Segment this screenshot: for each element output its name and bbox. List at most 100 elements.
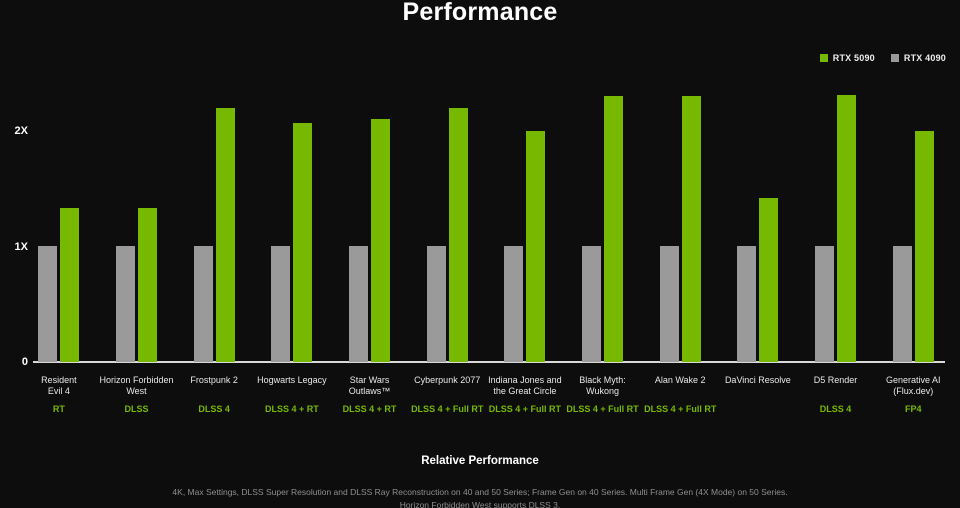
bar-groups: Resident Evil 4 RT Horizon Forbidden West DLS… bbox=[20, 0, 952, 414]
category-label-line: Hogwarts Legacy bbox=[257, 375, 327, 385]
category-label-line: Frostpunk 2 bbox=[190, 375, 238, 385]
bar-rtx-4090 bbox=[349, 246, 369, 362]
bar-pair bbox=[892, 0, 934, 362]
tech-label: DLSS 4 bbox=[198, 404, 230, 414]
bar-rtx-4090 bbox=[504, 246, 524, 362]
legend-label: RTX 5090 bbox=[832, 53, 875, 63]
bar-rtx-5090 bbox=[604, 96, 624, 362]
category-group: Alan Wake 2 DLSS 4 + Full RT bbox=[641, 0, 719, 414]
category-label: Hogwarts Legacy bbox=[257, 375, 327, 398]
bar-rtx-5090 bbox=[293, 123, 313, 362]
category-label-line: West bbox=[126, 385, 147, 396]
bar-rtx-5090 bbox=[215, 108, 235, 362]
y-tick-label-2x: 2X bbox=[14, 125, 28, 137]
category-label: Alan Wake 2 bbox=[655, 375, 706, 398]
category-label-line: Outlaws™ bbox=[348, 385, 391, 396]
bar-rtx-5090 bbox=[681, 96, 701, 362]
category-group: Frostpunk 2 DLSS 4 bbox=[175, 0, 253, 414]
tech-label: DLSS 4 + Full RT bbox=[644, 404, 717, 414]
category-label-line: DaVinci Resolve bbox=[724, 375, 791, 385]
y-tick-label-0: 0 bbox=[21, 356, 28, 368]
category-label: DaVinci Resolve bbox=[725, 375, 791, 398]
legend-item-rtx-4090: RTX 4090 bbox=[890, 53, 946, 63]
category-label-line: Alan Wake 2 bbox=[654, 375, 706, 385]
category-group: Cyberpunk 2077 DLSS 4 + Full RT bbox=[408, 0, 486, 414]
bar-pair bbox=[193, 0, 235, 362]
x-axis-line bbox=[33, 361, 945, 363]
gray-square-icon bbox=[890, 54, 899, 62]
footnote-line-2: Horizon Forbidden West supports DLSS 3. bbox=[399, 500, 561, 508]
bar-pair bbox=[737, 0, 779, 362]
bar-rtx-5090 bbox=[371, 119, 391, 362]
category-label-line: Generative AI bbox=[885, 375, 941, 385]
category-label-line: (Flux.dev) bbox=[893, 385, 934, 396]
category-group: Black Myth: Wukong DLSS 4 + Full RT bbox=[564, 0, 642, 414]
category-group: Horizon Forbidden West DLSS bbox=[98, 0, 176, 414]
green-square-icon bbox=[819, 54, 828, 62]
bar-pair bbox=[504, 0, 546, 362]
bar-rtx-4090 bbox=[659, 246, 679, 362]
footnote-line-1: 4K, Max Settings, DLSS Super Resolution … bbox=[172, 487, 788, 497]
bar-pair bbox=[271, 0, 313, 362]
bar-rtx-5090 bbox=[837, 95, 857, 362]
category-label-line: Star Wars bbox=[349, 375, 390, 385]
category-group: Star Wars Outlaws™ DLSS 4 + RT bbox=[331, 0, 409, 414]
category-label: Cyberpunk 2077 bbox=[414, 375, 480, 398]
tech-label: RT bbox=[52, 404, 65, 414]
category-label: Black Myth: Wukong bbox=[579, 375, 626, 398]
bar-rtx-4090 bbox=[815, 246, 835, 362]
category-label: D5 Render bbox=[814, 375, 858, 398]
category-label: Indiana Jones and the Great Circle bbox=[488, 375, 562, 398]
category-label-line: Resident bbox=[41, 375, 77, 385]
bar-pair bbox=[116, 0, 157, 362]
category-label-line: Indiana Jones and bbox=[488, 375, 562, 385]
category-label: Horizon Forbidden West bbox=[99, 375, 173, 398]
bar-pair bbox=[38, 0, 80, 362]
bar-rtx-5090 bbox=[60, 208, 80, 362]
x-axis-title: Relative Performance bbox=[421, 455, 539, 467]
bar-pair bbox=[815, 0, 857, 362]
bar-rtx-4090 bbox=[426, 246, 446, 362]
tech-label: DLSS 4 + Full RT bbox=[411, 404, 484, 414]
bar-rtx-4090 bbox=[737, 246, 757, 362]
category-label-line: D5 Render bbox=[813, 375, 858, 385]
plot-area: 0 1X 2X Resident Evil 4 RT Horizon Forbidden W… bbox=[14, 0, 952, 414]
bar-pair bbox=[659, 0, 701, 362]
bar-rtx-4090 bbox=[271, 246, 291, 362]
bar-rtx-5090 bbox=[138, 208, 157, 362]
bar-rtx-4090 bbox=[38, 246, 58, 362]
tech-label: DLSS 4 + Full RT bbox=[488, 404, 561, 414]
y-tick-label-1x: 1X bbox=[14, 240, 28, 253]
bar-pair bbox=[582, 0, 624, 362]
legend: RTX 5090 RTX 4090 bbox=[819, 53, 946, 63]
category-group: Indiana Jones and the Great Circle DLSS 4 … bbox=[486, 0, 564, 414]
category-group: Hogwarts Legacy DLSS 4 + RT bbox=[253, 0, 331, 414]
bar-rtx-5090 bbox=[759, 198, 779, 362]
bar-rtx-5090 bbox=[526, 131, 546, 362]
category-label: Frostpunk 2 bbox=[190, 375, 238, 398]
tech-label: DLSS 4 + RT bbox=[264, 404, 319, 414]
footnote: 4K, Max Settings, DLSS Super Resolution … bbox=[0, 486, 960, 508]
category-label: Resident Evil 4 bbox=[41, 375, 77, 398]
bar-pair bbox=[426, 0, 468, 362]
chart-title: Performance bbox=[402, 0, 558, 26]
tech-label: DLSS 4 bbox=[819, 404, 852, 414]
category-label-line: Evil 4 bbox=[47, 385, 70, 396]
bar-rtx-5090 bbox=[448, 108, 468, 362]
bar-rtx-4090 bbox=[116, 246, 135, 362]
tech-label: FP4 bbox=[904, 404, 922, 414]
category-label-line: Wukong bbox=[586, 385, 619, 396]
category-label-line: Cyberpunk 2077 bbox=[414, 375, 481, 385]
category-group: Generative AI (Flux.dev) FP4 bbox=[874, 0, 952, 414]
legend-label: RTX 4090 bbox=[903, 53, 946, 63]
category-label-line: Black Myth: bbox=[579, 375, 626, 385]
category-label: Generative AI (Flux.dev) bbox=[886, 375, 941, 398]
category-group: D5 Render DLSS 4 bbox=[797, 0, 875, 414]
category-group: Resident Evil 4 RT bbox=[20, 0, 98, 414]
bar-rtx-5090 bbox=[914, 131, 934, 362]
tech-label: DLSS 4 + RT bbox=[342, 404, 397, 414]
category-label-line: the Great Circle bbox=[493, 385, 557, 396]
category-group: DaVinci Resolve bbox=[719, 0, 797, 414]
tech-label: DLSS bbox=[124, 404, 149, 414]
